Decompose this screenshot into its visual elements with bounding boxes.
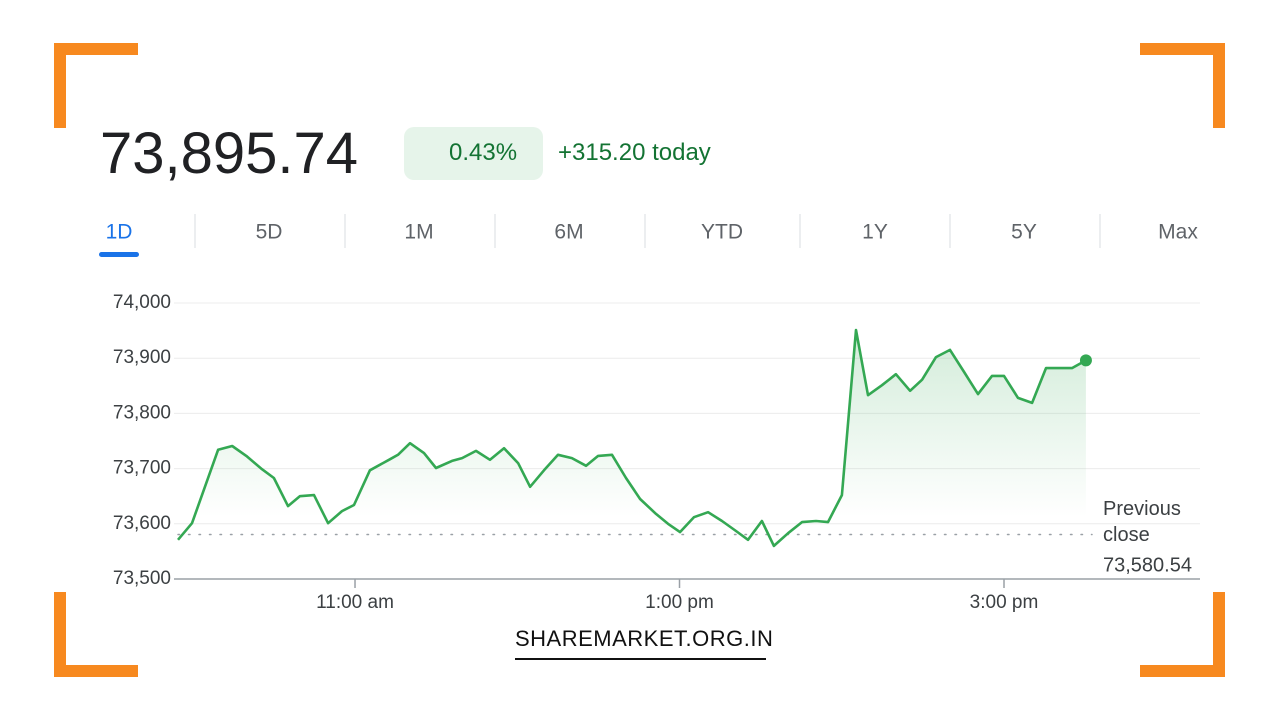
y-tick-label: 74,000	[113, 292, 171, 313]
y-tick-label: 73,800	[113, 402, 171, 423]
previous-close-value: 73,580.54	[1103, 554, 1192, 576]
x-tick-label: 1:00 pm	[645, 592, 714, 613]
tab[interactable]: 5D	[256, 221, 283, 244]
last-point	[1079, 354, 1092, 367]
area-fill	[178, 330, 1086, 579]
watermark: SHAREMARKET.ORG.IN	[515, 626, 773, 660]
previous-close-title: Previous close	[1103, 498, 1181, 546]
y-tick-label: 73,900	[113, 347, 171, 368]
change-absolute: +315.20 today	[558, 139, 711, 166]
tab[interactable]: Max	[1158, 221, 1198, 244]
change-percent: 0.43%	[449, 139, 518, 166]
x-tick-label: 3:00 pm	[970, 592, 1039, 613]
tab[interactable]: 1D	[106, 221, 133, 244]
tab[interactable]: 1M	[404, 221, 433, 244]
change-pill	[404, 127, 543, 180]
price-line	[177, 328, 1087, 548]
y-tick-label: 73,500	[113, 568, 171, 589]
y-tick-label: 73,700	[113, 458, 171, 479]
corner-brackets	[54, 43, 1225, 677]
x-tick-label: 11:00 am	[316, 592, 394, 613]
tab-indicator	[99, 252, 139, 257]
y-tick-label: 73,600	[113, 513, 171, 534]
tab[interactable]: 6M	[554, 221, 583, 244]
tab[interactable]: 5Y	[1011, 221, 1037, 244]
tab[interactable]: 1Y	[862, 221, 888, 244]
price: 73,895.74	[100, 121, 359, 186]
tab[interactable]: YTD	[701, 221, 743, 244]
